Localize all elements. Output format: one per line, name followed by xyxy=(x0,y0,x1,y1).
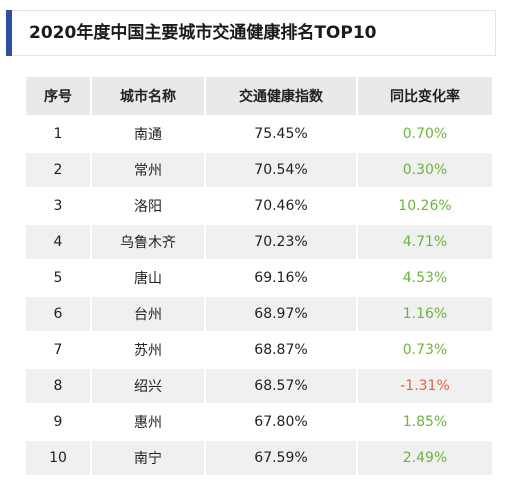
traffic-index-cell: 70.46% xyxy=(254,198,308,214)
yoy-change-cell: 1.85% xyxy=(402,414,448,430)
table-row: 1 南通 75.45% 0.70% xyxy=(26,117,492,151)
yoy-change-cell: 2.49% xyxy=(358,441,492,475)
rank-cell: 6 xyxy=(26,297,90,331)
traffic-index-cell: 67.59% xyxy=(206,441,356,475)
column-header-change: 同比变化率 xyxy=(358,77,492,115)
yoy-change-cell: -1.31% xyxy=(358,369,492,403)
traffic-index-cell: 68.57% xyxy=(206,369,356,403)
city-name-cell: 唐山 xyxy=(134,271,162,287)
yoy-change-cell: 4.71% xyxy=(358,225,492,259)
ranking-table: 序号 城市名称 交通健康指数 同比变化率 1 南通 75.45% 0.70% 2 常州 70… xyxy=(24,75,494,477)
rank-cell: 7 xyxy=(53,342,63,358)
table-row: 3 洛阳 70.46% 10.26% xyxy=(26,189,492,223)
table-row: 5 唐山 69.16% 4.53% xyxy=(26,261,492,295)
rank-cell: 3 xyxy=(53,198,63,214)
column-header-rank: 序号 xyxy=(26,77,90,115)
city-name-cell: 南宁 xyxy=(92,441,204,475)
city-name-cell: 乌鲁木齐 xyxy=(92,225,204,259)
table-body: 1 南通 75.45% 0.70% 2 常州 70.54% 0.30% 3 洛阳 70.46% 10.… xyxy=(26,117,492,475)
rank-cell: 10 xyxy=(26,441,90,475)
yoy-change-cell: 0.73% xyxy=(402,342,448,358)
table-row: 2 常州 70.54% 0.30% xyxy=(26,153,492,187)
column-header-city: 城市名称 xyxy=(92,77,204,115)
city-name-cell: 洛阳 xyxy=(134,199,162,215)
rank-cell: 9 xyxy=(53,414,63,430)
rank-cell: 1 xyxy=(53,126,63,142)
rank-cell: 5 xyxy=(53,270,63,286)
traffic-index-cell: 68.97% xyxy=(206,297,356,331)
city-name-cell: 台州 xyxy=(92,297,204,331)
city-name-cell: 南通 xyxy=(134,127,162,143)
traffic-index-cell: 70.54% xyxy=(206,153,356,187)
table-row: 7 苏州 68.87% 0.73% xyxy=(26,333,492,367)
yoy-change-cell: 10.26% xyxy=(398,198,452,214)
title-bar: 2020年度中国主要城市交通健康排名TOP10 xyxy=(6,10,496,56)
traffic-index-cell: 67.80% xyxy=(254,414,308,430)
rank-cell: 4 xyxy=(26,225,90,259)
page-title: 2020年度中国主要城市交通健康排名TOP10 xyxy=(29,23,377,43)
yoy-change-cell: 0.70% xyxy=(402,126,448,142)
yoy-change-cell: 0.30% xyxy=(358,153,492,187)
table-row: 6 台州 68.97% 1.16% xyxy=(26,297,492,331)
table-row: 9 惠州 67.80% 1.85% xyxy=(26,405,492,439)
table-row: 8 绍兴 68.57% -1.31% xyxy=(26,369,492,403)
table-row: 4 乌鲁木齐 70.23% 4.71% xyxy=(26,225,492,259)
rank-cell: 2 xyxy=(26,153,90,187)
title-accent-bar xyxy=(6,10,12,56)
column-header-index: 交通健康指数 xyxy=(206,77,356,115)
traffic-index-cell: 69.16% xyxy=(254,270,308,286)
rank-cell: 8 xyxy=(26,369,90,403)
city-name-cell: 苏州 xyxy=(134,343,162,359)
traffic-index-cell: 70.23% xyxy=(206,225,356,259)
table-row: 10 南宁 67.59% 2.49% xyxy=(26,441,492,475)
traffic-index-cell: 68.87% xyxy=(254,342,308,358)
city-name-cell: 绍兴 xyxy=(92,369,204,403)
yoy-change-cell: 1.16% xyxy=(358,297,492,331)
yoy-change-cell: 4.53% xyxy=(402,270,448,286)
table-header-row: 序号 城市名称 交通健康指数 同比变化率 xyxy=(26,77,492,115)
city-name-cell: 惠州 xyxy=(134,415,162,431)
city-name-cell: 常州 xyxy=(92,153,204,187)
traffic-index-cell: 75.45% xyxy=(254,126,308,142)
